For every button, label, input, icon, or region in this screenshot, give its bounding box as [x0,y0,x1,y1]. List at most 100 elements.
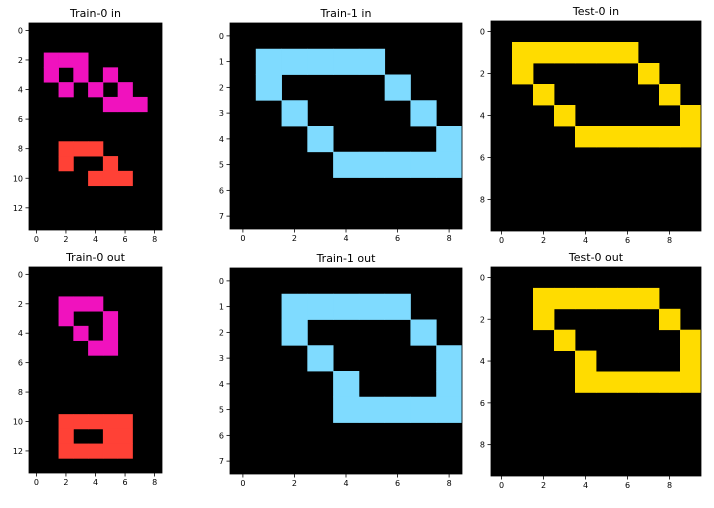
grid-cell [410,319,437,346]
grid-cell [307,345,334,372]
y-tick-label: 7 [219,212,224,221]
x-tick-label: 4 [583,236,588,245]
axes-frame [490,20,702,232]
y-tick-label: 3 [219,109,224,118]
grid-cell [88,296,104,312]
grid-cell [638,63,660,85]
grid-cell [333,371,360,398]
grid-cell [58,52,74,68]
y-tick-label: 6 [18,115,23,124]
grid-cell [88,414,104,430]
y-tick-label: 0 [219,277,224,286]
grid-cell [575,42,597,64]
y-tick-label: 4 [480,112,485,121]
grid-cell [533,84,555,106]
grid-cell [43,52,59,68]
grid-cell [533,287,555,310]
y-tick-label: 8 [18,145,23,154]
train-1-out-panel: Train-1 out 0 2 4 6 8 0 1 2 3 4 5 6 7 [219,252,463,488]
x-tick-label: 2 [63,235,68,244]
x-tick-label: 6 [123,478,128,487]
grid-cell [680,105,702,127]
grid-cell [255,74,282,101]
y-tick-label: 6 [480,154,485,163]
grid-cell [117,414,133,430]
y-tick-label: 8 [18,388,23,397]
y-tick-label: 6 [480,399,485,408]
grid-cell [358,396,386,423]
grid-cell [58,156,74,172]
grid-cell [117,96,133,113]
grid-cell [102,311,119,327]
test-0-in-panel: Test-0 in 0 2 4 6 8 0 2 4 6 8 [480,5,702,245]
x-tick-label: 8 [152,478,157,487]
grid-cell [533,308,555,331]
grid-cell [410,396,437,423]
grid-cell [73,414,89,430]
grid-cell [117,170,133,187]
panel-title: Train-0 in [69,7,121,20]
grid-cell [617,371,639,393]
y-tick-label: 5 [219,406,224,415]
y-tick-label: 4 [18,329,23,338]
grid-cell [575,371,597,393]
y-tick-label: 3 [219,354,224,363]
y-tick-label: 4 [480,357,485,366]
x-tick-label: 8 [152,235,157,244]
grid-cell [73,325,89,341]
y-tick-label: 6 [18,359,23,368]
grid-cell [575,126,597,148]
x-tick-label: 6 [625,481,630,490]
y-tick-label: 6 [219,431,224,440]
grid-cell [102,67,119,83]
grid-cell [617,287,639,310]
panel-title: Test-0 out [568,251,624,264]
x-tick-label: 4 [343,234,348,243]
grid-cell [73,141,89,157]
grid-cell [255,48,282,75]
y-tick-label: 0 [480,28,485,37]
grid-cell [132,96,148,113]
x-tick-label: 2 [292,234,297,243]
grid-cell [436,345,463,372]
x-tick-label: 2 [541,236,546,245]
y-tick-label: 1 [219,303,224,312]
y-tick-label: 12 [13,447,23,456]
grid-cell [102,443,119,459]
grid-cell [102,414,119,430]
grid-cell [102,340,119,356]
grid-cell [307,126,334,153]
grid-cell [88,443,104,459]
grid-cell [102,96,119,113]
y-tick-label: 2 [18,56,23,65]
y-tick-label: 2 [18,300,23,309]
x-tick-label: 4 [583,481,588,490]
grid-cell [638,126,660,148]
grid-cell [659,84,681,106]
x-tick-label: 6 [395,234,400,243]
grid-cell [73,52,89,68]
y-tick-label: 0 [480,273,485,282]
panel-title: Test-0 in [572,5,619,18]
grid-cell [88,82,104,98]
grid-cell [596,126,618,148]
grid-cell [307,293,334,320]
grid-cell [659,371,681,393]
grid-cell [117,443,133,459]
grid-cell [43,67,59,83]
y-tick-label: 2 [480,70,485,79]
test-0-out-panel: Test-0 out 0 2 4 6 8 0 2 4 6 8 [480,251,702,490]
x-tick-label: 0 [34,235,39,244]
grid-cell [436,396,463,423]
grid-cell [596,287,618,310]
grid-cell [554,42,576,64]
panel-title: Train-1 out [316,252,377,265]
grid-cell [680,126,702,148]
grid-cell [512,42,534,64]
grid-cell [436,126,463,153]
y-tick-label: 8 [480,196,485,205]
grid-cell [281,293,308,320]
grid-cell [58,311,74,327]
grid-cell [58,296,74,312]
